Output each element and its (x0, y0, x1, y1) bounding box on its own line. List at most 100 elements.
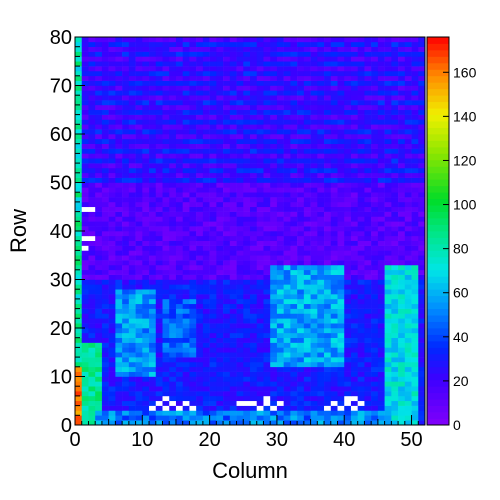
heatmap-cell (297, 371, 305, 377)
heatmap-cell (196, 303, 204, 309)
heatmap-cell (236, 391, 244, 397)
heatmap-cell (404, 371, 412, 377)
heatmap-cell (135, 332, 143, 338)
heatmap-cell (398, 323, 406, 329)
heatmap-cell (149, 182, 157, 188)
heatmap-cell (101, 357, 109, 363)
heatmap-cell (350, 231, 358, 237)
heatmap-cell (223, 260, 231, 266)
colorbar-segment (427, 198, 449, 206)
heatmap-cell (115, 313, 123, 319)
heatmap-cell (350, 298, 358, 305)
heatmap-cell (290, 138, 298, 144)
heatmap-cell (364, 46, 372, 52)
heatmap-cell (149, 167, 157, 174)
heatmap-cell (270, 313, 278, 319)
heatmap-cell (384, 75, 392, 81)
heatmap-cell (391, 134, 399, 140)
heatmap-cell (216, 163, 224, 169)
heatmap-cell (142, 197, 150, 203)
heatmap-cell (75, 260, 83, 266)
heatmap-cell (357, 41, 365, 47)
heatmap-cell (149, 114, 157, 120)
heatmap-cell (398, 148, 406, 154)
heatmap-cell (283, 405, 291, 411)
heatmap-cell (330, 255, 338, 261)
heatmap-cell (229, 279, 237, 285)
heatmap-cell (243, 129, 251, 135)
heatmap-cell (364, 337, 372, 343)
heatmap-cell (189, 240, 197, 246)
heatmap-cell (135, 46, 143, 52)
heatmap-cell (169, 294, 177, 300)
heatmap-cell (337, 308, 345, 314)
heatmap-cell (330, 410, 338, 416)
heatmap-cell (411, 80, 419, 86)
heatmap-cell (283, 279, 291, 285)
heatmap-cell (189, 400, 197, 406)
heatmap-cell (236, 37, 244, 43)
heatmap-cell (364, 143, 372, 149)
heatmap-cell (216, 85, 224, 91)
heatmap-cell (189, 100, 197, 106)
heatmap-cell (75, 143, 83, 149)
heatmap-cell (350, 119, 358, 125)
heatmap-cell (310, 124, 318, 130)
heatmap-cell (196, 56, 204, 62)
heatmap-cell (418, 80, 426, 86)
heatmap-cell (196, 366, 204, 372)
heatmap-cell (81, 37, 89, 43)
heatmap-cell (276, 231, 284, 237)
heatmap-cell (350, 95, 358, 101)
heatmap-cell (371, 167, 379, 174)
heatmap-cell (196, 61, 204, 67)
heatmap-cell (256, 119, 264, 125)
heatmap-cell (391, 167, 399, 174)
heatmap-cell (75, 386, 83, 392)
heatmap-cell (229, 90, 237, 96)
heatmap-cell (209, 231, 217, 237)
heatmap-cell (297, 415, 305, 421)
heatmap-cell (250, 337, 258, 343)
heatmap-cell (404, 260, 412, 266)
heatmap-cell (324, 109, 332, 115)
heatmap-cell (364, 158, 372, 164)
heatmap-cell (128, 395, 136, 402)
heatmap-cell (162, 192, 170, 198)
heatmap-cell (175, 75, 183, 81)
heatmap-cell (371, 182, 379, 188)
heatmap-cell (169, 279, 177, 285)
heatmap-cell (344, 361, 352, 368)
heatmap-cell (250, 182, 258, 188)
heatmap-cell (101, 201, 109, 208)
heatmap-cell (155, 75, 163, 81)
heatmap-cell (155, 260, 163, 266)
heatmap-cell (175, 260, 183, 266)
heatmap-cell (303, 109, 311, 115)
heatmap-cell (202, 197, 210, 203)
heatmap-cell (169, 405, 177, 411)
heatmap-cell (384, 51, 392, 57)
heatmap-cell (216, 109, 224, 115)
heatmap-cell (371, 274, 379, 280)
heatmap-cell (216, 405, 224, 411)
heatmap-cell (391, 41, 399, 47)
heatmap-cell (404, 211, 412, 217)
heatmap-cell (128, 279, 136, 285)
heatmap-cell (310, 138, 318, 144)
heatmap-cell (263, 371, 271, 377)
heatmap-cell (270, 405, 278, 411)
y-tick-label: 80 (50, 27, 72, 49)
heatmap-cell (357, 192, 365, 198)
heatmap-cell (149, 289, 157, 295)
heatmap-cell (128, 235, 136, 241)
heatmap-cell (155, 197, 163, 203)
heatmap-cell (256, 420, 264, 426)
heatmap-cell (270, 366, 278, 372)
heatmap-cell (276, 274, 284, 280)
heatmap-cell (330, 172, 338, 178)
heatmap-cell (75, 134, 83, 140)
heatmap-cell (169, 245, 177, 251)
heatmap-cell (75, 167, 83, 174)
heatmap-cell (330, 284, 338, 290)
